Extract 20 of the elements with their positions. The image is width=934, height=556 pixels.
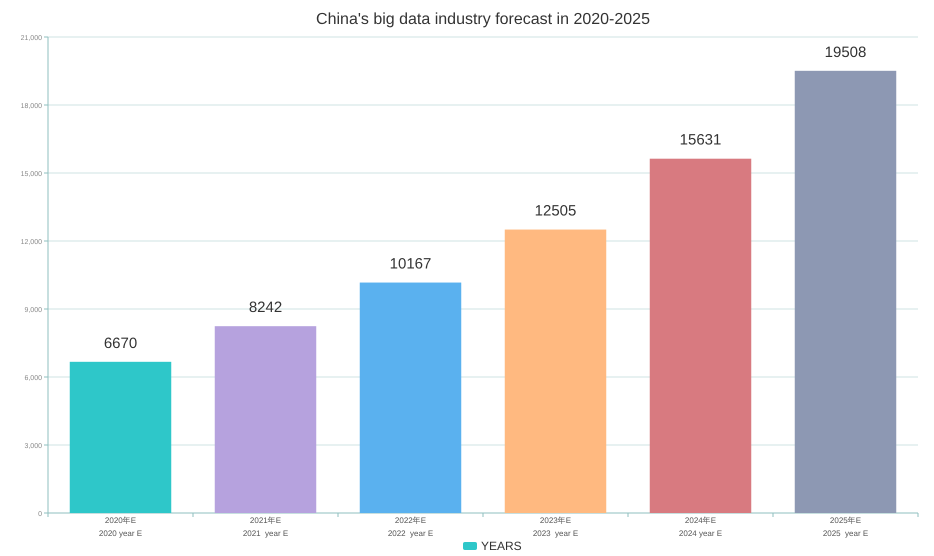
bar xyxy=(504,230,606,513)
bar xyxy=(70,362,172,513)
x-tick-label: 2022年E 2022 year E xyxy=(388,516,434,538)
data-label: 19508 xyxy=(824,44,866,61)
data-label: 6670 xyxy=(104,334,138,352)
bar xyxy=(650,158,752,513)
x-tick-label: 2024年E 2024 year E xyxy=(678,516,722,538)
data-label: 10167 xyxy=(390,256,432,273)
bar xyxy=(360,282,462,513)
data-label: 15631 xyxy=(680,132,722,149)
x-tick-label: 2021年E 2021 year E xyxy=(242,516,288,538)
data-label: 12505 xyxy=(534,202,576,220)
chart-title: China's big data industry forecast in 2020-2025 xyxy=(316,11,650,28)
legend-label: YEARS xyxy=(481,539,522,553)
x-tick-label: 2020年E 2020 year E xyxy=(98,516,142,538)
bar xyxy=(794,70,896,513)
data-label: 8242 xyxy=(248,299,282,316)
x-tick-label: 2025年E 2025 year E xyxy=(822,516,868,538)
bar xyxy=(214,326,316,513)
x-tick-label: 2023年E 2023 year E xyxy=(532,516,578,538)
